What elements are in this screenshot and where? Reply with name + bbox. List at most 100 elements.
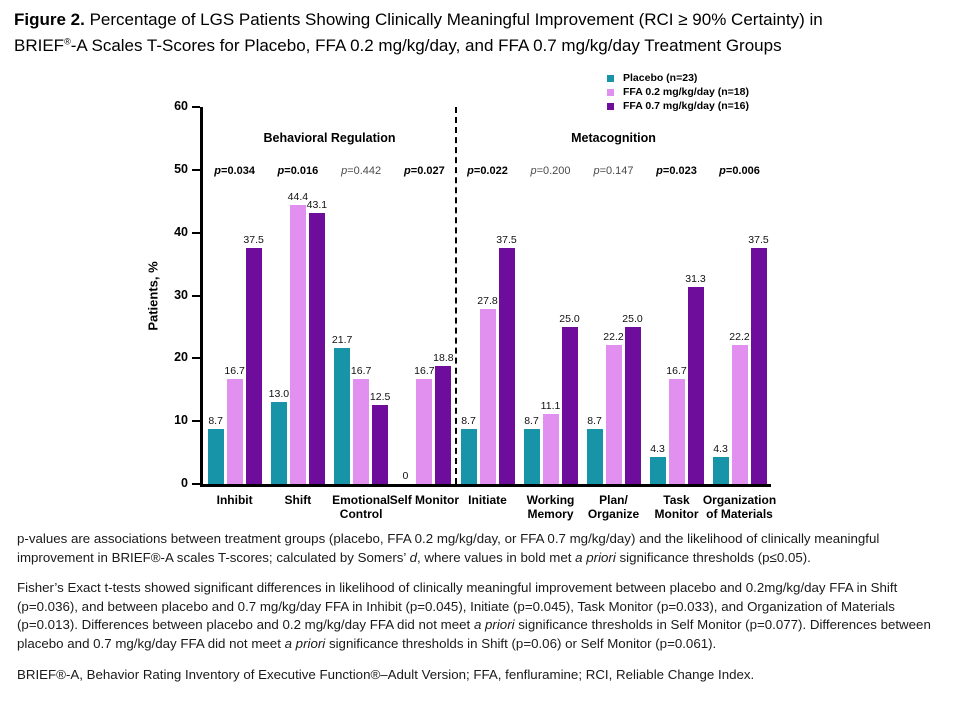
bar-value-label: 8.7 xyxy=(587,415,602,428)
y-tick-label: 0 xyxy=(181,476,188,490)
p-value-label: p=0.006 xyxy=(719,165,760,177)
y-tick-mark xyxy=(192,294,200,297)
bar-value-label: 22.2 xyxy=(729,330,750,343)
registered-trademark-icon: ® xyxy=(64,36,71,47)
bar-value-label: 22.2 xyxy=(603,330,624,343)
x-axis-label: Shift xyxy=(284,493,312,507)
figure-title-line1: Figure 2. Percentage of LGS Patients Sho… xyxy=(14,10,823,29)
bar-value-label: 11.1 xyxy=(540,400,561,413)
bar-value-label: 16.7 xyxy=(414,365,435,378)
chart-legend: Placebo (n=23) FFA 0.2 mg/kg/day (n=18) FF… xyxy=(607,71,749,113)
x-axis-label: Self Monitor xyxy=(389,493,460,507)
bar-value-label: 43.1 xyxy=(306,199,328,212)
p-value-label: p=0.034 xyxy=(214,165,255,177)
bar xyxy=(687,287,704,484)
p-value-label: p=0.200 xyxy=(530,165,571,177)
legend-item: Placebo (n=23) xyxy=(607,71,749,85)
y-tick-mark xyxy=(192,357,200,360)
bar-value-label: 31.3 xyxy=(685,273,706,286)
bar xyxy=(712,456,729,484)
x-axis-label: Emotional Control xyxy=(332,493,391,522)
bar xyxy=(460,429,477,484)
bar-value-label: 8.7 xyxy=(461,415,476,428)
bar xyxy=(668,379,685,484)
bar-value-label: 37.5 xyxy=(748,234,769,247)
bar xyxy=(308,213,325,484)
footnotes: p-values are associations between treatm… xyxy=(17,530,945,696)
p-value-label: p=0.023 xyxy=(656,165,697,177)
figure-title: Figure 2. Percentage of LGS Patients Sho… xyxy=(14,7,952,60)
bar xyxy=(605,344,622,484)
legend-item: FFA 0.2 mg/kg/day (n=18) xyxy=(607,85,749,99)
bar xyxy=(523,429,540,484)
bar-value-label: 8.7 xyxy=(208,415,223,428)
footnote-paragraph: p-values are associations between treatm… xyxy=(17,531,880,565)
y-tick-label: 10 xyxy=(174,413,188,428)
bar xyxy=(416,379,433,484)
y-tick-label: 20 xyxy=(174,350,188,365)
bar xyxy=(498,248,515,484)
p-value-label: p=0.147 xyxy=(593,165,634,177)
x-axis-label: Initiate xyxy=(468,493,507,507)
bar xyxy=(289,205,306,484)
legend-label: FFA 0.7 mg/kg/day (n=16) xyxy=(623,100,749,112)
bar xyxy=(731,344,748,484)
y-tick-label: 50 xyxy=(174,161,188,176)
p-value-label: p=0.442 xyxy=(341,165,382,177)
y-tick-mark xyxy=(192,420,200,423)
bar-value-label: 18.8 xyxy=(433,351,454,364)
bar-value-label: 13.0 xyxy=(268,388,290,401)
bar-value-label: 0 xyxy=(402,470,409,482)
bar xyxy=(586,429,603,484)
bar-value-label: 16.7 xyxy=(350,365,372,378)
bar xyxy=(750,248,767,484)
legend-item: FFA 0.7 mg/kg/day (n=16) xyxy=(607,99,749,113)
p-value-label: p=0.016 xyxy=(277,165,319,177)
bar-value-label: 25.0 xyxy=(622,312,643,325)
p-value-label: p=0.022 xyxy=(467,165,508,177)
x-axis-label: Working Memory xyxy=(526,493,575,522)
bar xyxy=(372,405,389,484)
bar-value-label: 4.3 xyxy=(713,442,728,455)
section-header: Behavioral Regulation xyxy=(263,131,396,145)
bar-value-label: 25.0 xyxy=(559,312,580,325)
y-tick-label: 40 xyxy=(174,224,188,239)
bar xyxy=(435,365,452,484)
bar xyxy=(479,309,496,484)
bar xyxy=(207,429,224,484)
bar-value-label: 37.5 xyxy=(243,234,264,247)
legend-label: Placebo (n=23) xyxy=(623,72,698,84)
section-divider xyxy=(455,107,457,484)
legend-marker-icon xyxy=(607,88,614,96)
bar xyxy=(270,402,287,484)
legend-marker-icon xyxy=(607,74,614,82)
bar xyxy=(542,414,559,484)
p-value-label: p=0.027 xyxy=(404,165,445,177)
section-header: Metacognition xyxy=(571,131,656,145)
y-tick-label: 60 xyxy=(174,99,188,113)
figure-title-line2: BRIEF®-A Scales T-Scores for Placebo, FF… xyxy=(14,36,782,56)
bar xyxy=(561,326,578,484)
x-axis-label: Inhibit xyxy=(216,493,253,507)
bar-value-label: 16.7 xyxy=(224,365,245,378)
figure-number: Figure 2. xyxy=(14,10,85,29)
x-axis-label: Task Monitor xyxy=(654,493,699,522)
bar xyxy=(245,248,262,484)
bar-value-label: 21.7 xyxy=(331,333,353,346)
bar xyxy=(353,379,370,484)
footnote-paragraph: BRIEF®-A, Behavior Rating Inventory of E… xyxy=(17,666,755,682)
y-tick-label: 30 xyxy=(174,287,188,302)
bar-value-label: 27.8 xyxy=(477,295,498,308)
legend-label: FFA 0.2 mg/kg/day (n=18) xyxy=(623,86,749,98)
y-tick-mark xyxy=(192,168,200,171)
x-axis-label: Organization of Materials xyxy=(702,493,777,522)
y-tick-mark xyxy=(192,231,200,234)
bar xyxy=(226,379,243,484)
bar-value-label: 44.4 xyxy=(287,191,309,204)
bar xyxy=(624,326,641,484)
x-axis-label: Plan/ Organize xyxy=(587,493,640,522)
bar-value-label: 8.7 xyxy=(524,415,539,428)
bar xyxy=(334,347,351,484)
bar-value-label: 37.5 xyxy=(496,234,517,247)
